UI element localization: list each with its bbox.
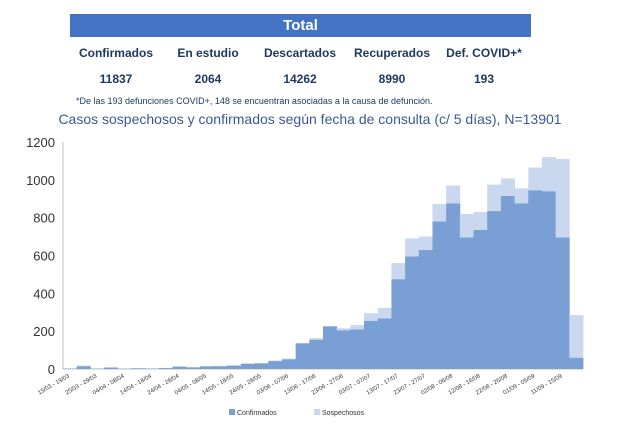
summary-banner: Total bbox=[70, 14, 531, 37]
bar-confirmados bbox=[432, 221, 447, 369]
bar-sospechosos bbox=[514, 188, 529, 204]
bar-sospechosos bbox=[473, 211, 488, 230]
bar-confirmados bbox=[350, 329, 365, 369]
y-tick-label: 800 bbox=[33, 211, 55, 226]
bar-sospechosos bbox=[377, 307, 392, 319]
stat-label: Descartados bbox=[263, 46, 337, 60]
bar-confirmados bbox=[391, 279, 406, 369]
bar-sospechosos bbox=[487, 184, 502, 212]
bar-confirmados bbox=[104, 367, 119, 369]
stat-value: 193 bbox=[473, 72, 495, 86]
bar-sospechosos bbox=[350, 325, 365, 330]
y-tick-label: 200 bbox=[33, 324, 55, 339]
bar-sospechosos bbox=[500, 178, 515, 196]
bar-sospechosos bbox=[405, 238, 420, 257]
bar-sospechosos bbox=[364, 313, 379, 321]
bar-sospechosos bbox=[418, 236, 433, 250]
x-tick-label: 11/09 - 15/09 bbox=[530, 373, 564, 396]
bar-sospechosos bbox=[528, 167, 543, 191]
bar-confirmados bbox=[405, 256, 420, 369]
legend-label-sospechosos: Sospechosos bbox=[322, 410, 365, 417]
bar-sospechosos bbox=[459, 213, 474, 238]
bar-confirmados bbox=[268, 361, 283, 369]
bar-confirmados bbox=[309, 339, 324, 369]
bar-confirmados bbox=[213, 366, 228, 369]
bar-confirmados bbox=[186, 367, 201, 369]
bar-sospechosos bbox=[281, 358, 297, 360]
bar-confirmados bbox=[446, 203, 461, 369]
bar-confirmados bbox=[555, 237, 570, 369]
stat-value: 2064 bbox=[194, 72, 222, 86]
stat-label: Confirmados bbox=[78, 46, 153, 60]
bar-confirmados bbox=[500, 195, 515, 369]
footnote: *De las 193 defunciones COVID+, 148 se e… bbox=[76, 96, 433, 106]
legend-label-confirmados: Confirmados bbox=[237, 410, 277, 417]
bar-confirmados bbox=[541, 191, 557, 369]
bar-confirmados bbox=[336, 330, 351, 369]
bar-sospechosos bbox=[268, 360, 283, 362]
bar-confirmados bbox=[240, 363, 255, 369]
bar-sospechosos bbox=[172, 365, 187, 367]
bar-confirmados bbox=[514, 203, 529, 369]
bar-confirmados bbox=[459, 237, 474, 369]
bar-confirmados bbox=[281, 359, 297, 369]
bar-confirmados bbox=[199, 366, 214, 369]
bar-sospechosos bbox=[569, 315, 584, 358]
bar-confirmados bbox=[254, 363, 269, 369]
bar-confirmados bbox=[487, 211, 502, 369]
bar-sospechosos bbox=[76, 365, 91, 367]
stat-label: En estudio bbox=[177, 46, 239, 60]
bar-confirmados bbox=[473, 229, 488, 369]
stat-value: 14262 bbox=[283, 72, 317, 86]
bar-sospechosos bbox=[295, 342, 310, 344]
bar-confirmados bbox=[418, 249, 433, 369]
bar-sospechosos bbox=[541, 157, 557, 192]
y-tick-label: 0 bbox=[48, 362, 55, 377]
bar-confirmados bbox=[158, 368, 173, 369]
stat-value: 11837 bbox=[99, 72, 133, 86]
bar-sospechosos bbox=[446, 185, 461, 204]
bar-sospechosos bbox=[432, 204, 447, 222]
stat-confirmados: Confirmados 11837 bbox=[66, 46, 166, 86]
bar-sospechosos bbox=[555, 159, 570, 238]
bar-sospechosos bbox=[391, 263, 406, 280]
bar-confirmados bbox=[323, 326, 338, 369]
bar-sospechosos bbox=[309, 338, 324, 340]
bar-confirmados bbox=[76, 366, 91, 369]
bar-sospechosos bbox=[336, 328, 351, 331]
y-tick-label: 600 bbox=[33, 249, 55, 264]
bar-confirmados bbox=[569, 357, 584, 369]
bar-confirmados bbox=[131, 368, 146, 369]
y-tick-label: 400 bbox=[33, 286, 55, 301]
stat-recuperados: Recuperados 8990 bbox=[342, 46, 442, 86]
legend-swatch-sospechosos bbox=[314, 409, 320, 415]
y-tick-label: 1200 bbox=[26, 135, 55, 150]
bar-confirmados bbox=[528, 190, 543, 369]
bar-confirmados bbox=[377, 318, 392, 369]
legend-swatch-confirmados bbox=[229, 409, 235, 415]
bar-confirmados bbox=[227, 365, 242, 369]
bar-confirmados bbox=[172, 366, 187, 369]
stat-value: 8990 bbox=[378, 72, 406, 86]
stat-descartados: Descartados 14262 bbox=[250, 46, 350, 86]
bar-confirmados bbox=[364, 320, 379, 369]
stat-label: Def. COVID+* bbox=[446, 46, 522, 60]
stat-en-estudio: En estudio 2064 bbox=[158, 46, 258, 86]
stat-def-covid: Def. COVID+* 193 bbox=[434, 46, 534, 86]
y-tick-label: 1000 bbox=[26, 173, 55, 188]
chart-title: Casos sospechosos y confirmados según fe… bbox=[58, 111, 562, 127]
bar-confirmados bbox=[295, 343, 310, 369]
stat-label: Recuperados bbox=[353, 46, 431, 60]
